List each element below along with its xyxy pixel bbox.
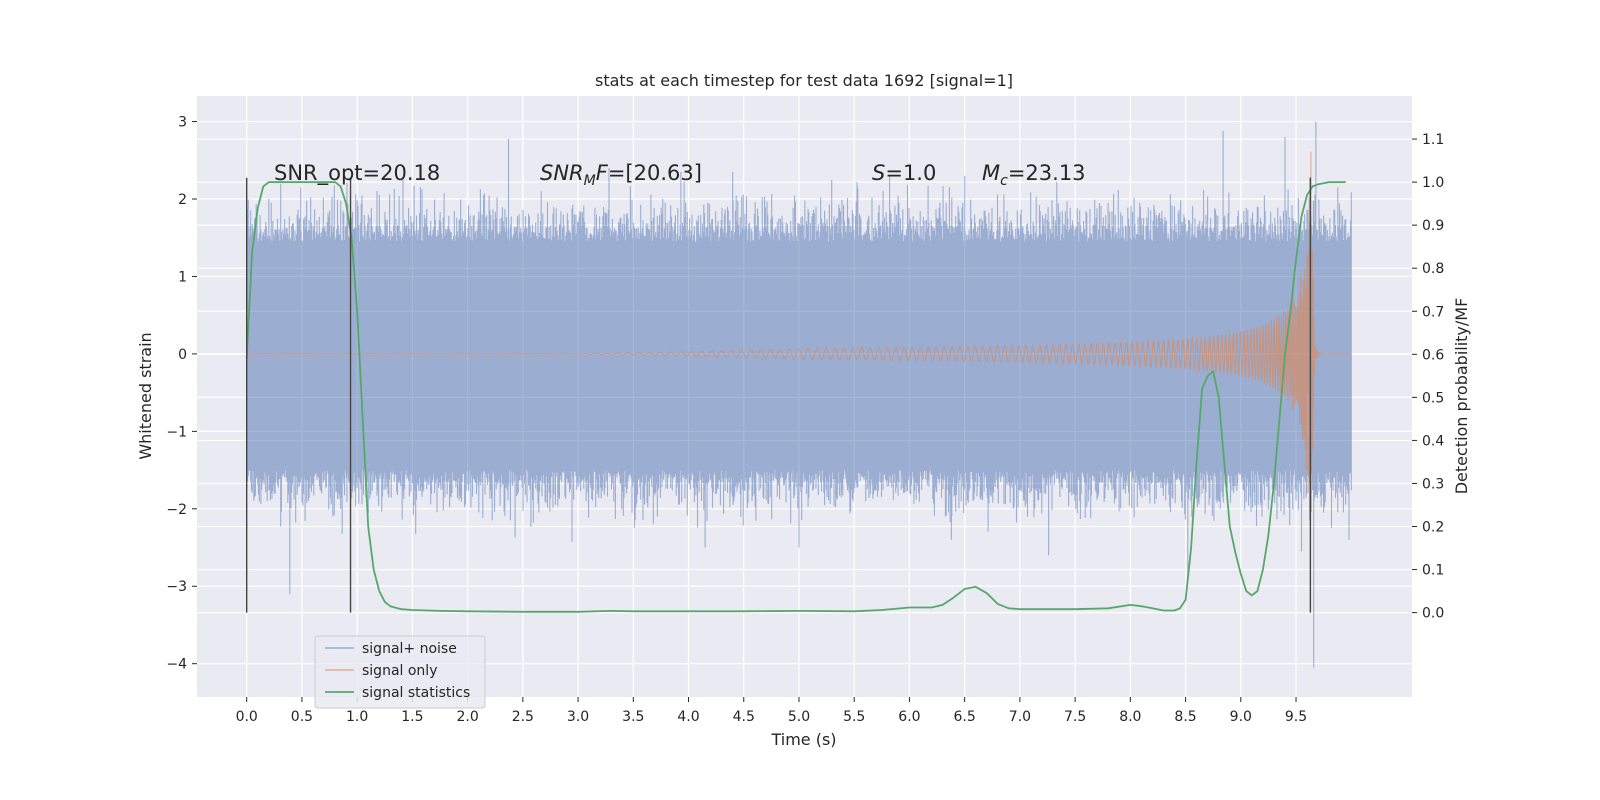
annotation-mc-value: =23.13 (1008, 161, 1086, 185)
annotation-snr-mf-label: SNR (540, 161, 584, 185)
x-tick-label: 5.0 (788, 709, 810, 725)
x-tick-label: 4.5 (733, 709, 755, 725)
annotation-mc-sub: c (1000, 173, 1008, 189)
y2-tick-label: 0.4 (1422, 433, 1444, 449)
series-layer (245, 121, 1352, 668)
annotation-snr-mf-value: =[20.63] (608, 161, 702, 185)
annotation-snr-mf-sub: M (584, 173, 596, 189)
annotation-snr-opt-label: SNR_opt (274, 161, 363, 186)
y-tick-label: 1 (178, 269, 187, 285)
legend-label-signal-statistics: signal statistics (362, 685, 470, 701)
x-tick-label: 1.0 (346, 709, 368, 725)
y2-tick-label: 0.5 (1422, 390, 1444, 406)
x-tick-label: 1.5 (401, 709, 423, 725)
y2-tick-label: 0.7 (1422, 304, 1444, 320)
annotation-snr-mf: SNRMF=[20.63] (540, 161, 702, 189)
axes-layer: 0.0 0.5 1.0 1.5 2.0 2.5 3.0 3.5 4.0 4.5 5.0 5.5 6.0 6… (166, 115, 1444, 725)
annotation-s-label: S (872, 161, 885, 185)
annotation-snr-opt: SNR_opt=20.18 (274, 161, 440, 186)
marker-layer (246, 177, 1312, 613)
y-tick-label: 2 (178, 192, 187, 208)
y-axis-label: Whitened strain (136, 332, 155, 459)
y-tick-label: 0 (178, 347, 187, 363)
annotation-mc-label: M (982, 161, 1000, 185)
annotation-snr-opt-value: =20.18 (363, 161, 441, 185)
y2-tick-label: 0.6 (1422, 347, 1444, 363)
legend-label-signal-only: signal only (362, 663, 437, 679)
x-tick-label: 3.0 (567, 709, 589, 725)
legend: signal+ noise signal only signal statist… (314, 635, 486, 709)
annotation-s-value: =1.0 (885, 161, 936, 185)
y2-axis-label: Detection probability/MF (1452, 298, 1471, 495)
x-tick-label: 2.0 (456, 709, 478, 725)
y2-tick-label: 0.3 (1422, 476, 1444, 492)
y2-tick-label: 0.9 (1422, 218, 1444, 234)
y-tick-label: −1 (166, 424, 187, 440)
legend-label-signal-noise: signal+ noise (362, 641, 457, 657)
series-signal-statistics (245, 181, 1346, 613)
annotation-s: S=1.0 (872, 161, 936, 185)
y2-tick-label: 0.8 (1422, 261, 1444, 277)
y2-tick-label: 0.1 (1422, 563, 1444, 579)
x-axis-label: Time (s) (770, 730, 836, 749)
x-tick-label: 5.5 (843, 709, 865, 725)
x-tick-label: 4.0 (677, 709, 699, 725)
y2-tick-label: 1.0 (1422, 175, 1444, 191)
annotation-snr-mf-label-after: F (596, 161, 609, 185)
legend-box (314, 635, 486, 709)
y-tick-label: 3 (178, 115, 187, 131)
x-tick-label: 9.5 (1285, 709, 1307, 725)
x-tick-label: 6.0 (898, 709, 920, 725)
x-tick-label: 8.0 (1119, 709, 1141, 725)
series-signal-only (246, 151, 1352, 548)
x-tick-label: 0.0 (236, 709, 258, 725)
x-tick-label: 3.5 (622, 709, 644, 725)
y-tick-label: −4 (166, 657, 187, 673)
annotations: SNR_opt=20.18 SNRMF=[20.63] S=1.0 Mc=23.… (274, 161, 1086, 189)
chart-title: stats at each timestep for test data 169… (595, 71, 1013, 90)
x-tick-label: 6.5 (954, 709, 976, 725)
y2-tick-label: 0.2 (1422, 520, 1444, 536)
x-tick-label: 9.0 (1230, 709, 1252, 725)
x-tick-label: 2.5 (512, 709, 534, 725)
y-tick-label: −2 (166, 502, 187, 518)
x-tick-label: 0.5 (291, 709, 313, 725)
x-tick-label: 7.0 (1009, 709, 1031, 725)
annotation-mc: Mc=23.13 (982, 161, 1086, 189)
y2-tick-label: 1.1 (1422, 132, 1444, 148)
x-tick-label: 8.5 (1174, 709, 1196, 725)
y2-tick-label: 0.0 (1422, 606, 1444, 622)
y-tick-label: −3 (166, 579, 187, 595)
x-tick-label: 7.5 (1064, 709, 1086, 725)
